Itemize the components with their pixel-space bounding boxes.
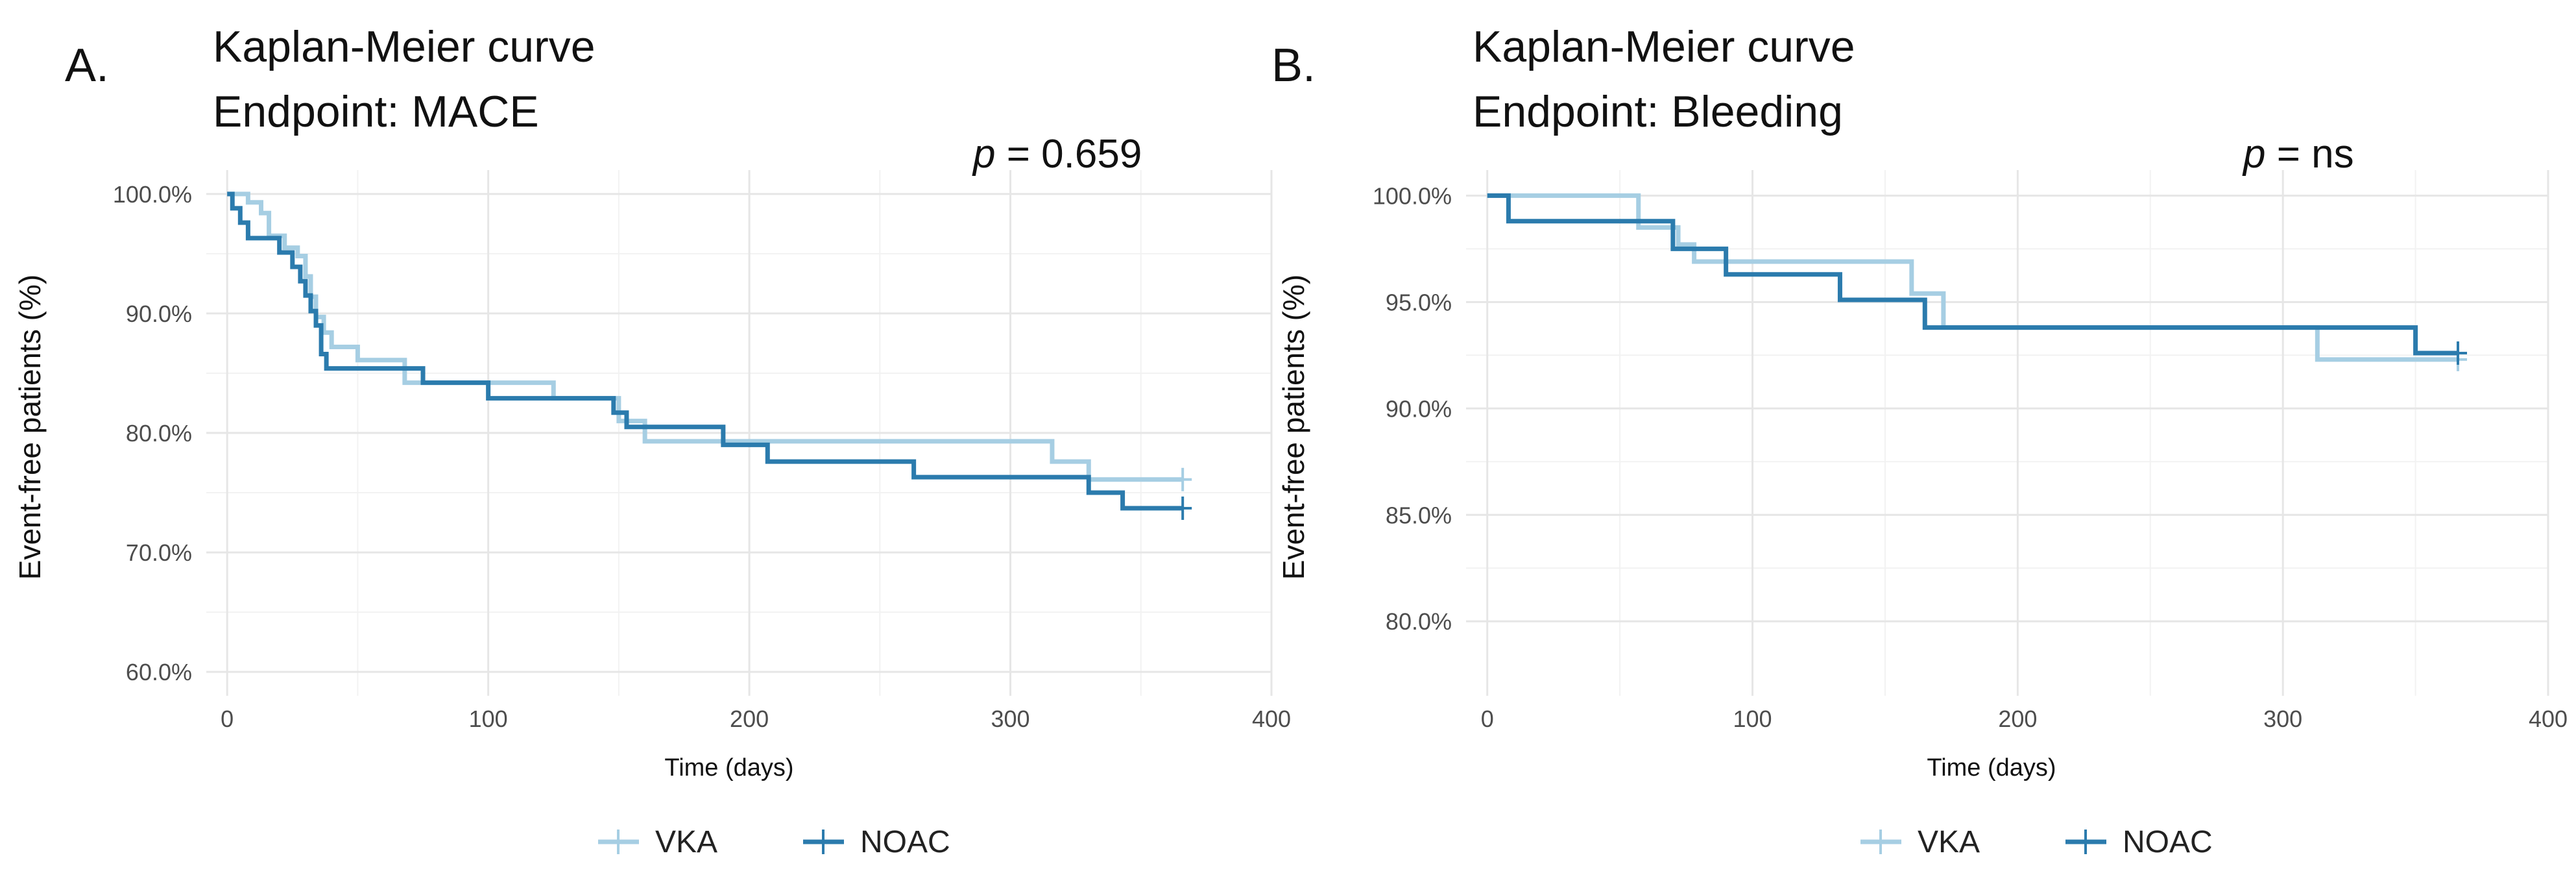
panel-a: A. Kaplan-Meier curve Endpoint: MACE p =… (13, 22, 1291, 859)
p-value-text: = ns (2265, 132, 2353, 177)
p-value: p = 0.659 (972, 132, 1142, 177)
y-tick-label: 60.0% (126, 659, 192, 685)
chart-title-line2: Endpoint: MACE (213, 87, 539, 136)
legend-label-vka: VKA (1918, 825, 1980, 859)
y-tick-labels: 80.0% 85.0% 90.0% 95.0% 100.0% (1373, 182, 1452, 635)
gridlines (1466, 170, 2549, 696)
legend-label-vka: VKA (655, 825, 717, 859)
panel-b: B. Kaplan-Meier curve Endpoint: Bleeding… (1271, 22, 2568, 859)
series-line-vka (227, 191, 1183, 482)
y-tick-label: 90.0% (126, 301, 192, 327)
x-tick-label: 0 (221, 706, 234, 732)
x-tick-label: 300 (991, 706, 1030, 732)
p-symbol: p (2242, 132, 2265, 177)
x-tick-label: 200 (1998, 706, 2037, 732)
y-tick-labels: 60.0% 70.0% 80.0% 90.0% 100.0% (113, 181, 192, 685)
panel-label: A. (65, 40, 109, 92)
chart-title-line2: Endpoint: Bleeding (1473, 87, 1843, 136)
y-axis-title: Event-free patients (%) (13, 275, 47, 580)
x-tick-label: 400 (1252, 706, 1291, 732)
y-tick-label: 100.0% (113, 181, 192, 208)
y-tick-label: 95.0% (1386, 289, 1452, 315)
series-group (227, 191, 1192, 520)
legend-label-noac: NOAC (860, 825, 950, 859)
y-tick-label: 80.0% (126, 420, 192, 447)
x-tick-label: 0 (1481, 706, 1494, 732)
series-line-noac (227, 191, 1183, 511)
x-axis-title: Time (days) (664, 754, 793, 781)
x-tick-label: 100 (469, 706, 508, 732)
p-value-text: = 0.659 (995, 132, 1142, 177)
legend: VKA NOAC (598, 825, 950, 859)
y-tick-label: 100.0% (1373, 182, 1452, 209)
x-tick-label: 100 (1733, 706, 1772, 732)
x-axis-title: Time (days) (1927, 754, 2056, 781)
x-tick-labels: 0 100 200 300 400 (221, 706, 1291, 732)
y-tick-label: 90.0% (1386, 395, 1452, 422)
chart-title-line1: Kaplan-Meier curve (1473, 22, 1855, 71)
series-line-noac (1487, 193, 2458, 356)
gridlines (206, 170, 1273, 696)
x-tick-label: 300 (2263, 706, 2302, 732)
x-tick-label: 400 (2529, 706, 2568, 732)
panel-label: B. (1271, 40, 1316, 92)
series-group (1487, 193, 2467, 371)
chart-title-line1: Kaplan-Meier curve (213, 22, 596, 71)
y-axis-title: Event-free patients (%) (1277, 275, 1310, 580)
y-tick-label: 70.0% (126, 539, 192, 566)
y-tick-label: 80.0% (1386, 608, 1452, 635)
p-value: p = ns (2242, 132, 2354, 177)
x-tick-label: 200 (730, 706, 769, 732)
legend: VKA NOAC (1860, 825, 2213, 859)
y-tick-label: 85.0% (1386, 502, 1452, 528)
p-symbol: p (972, 132, 995, 177)
legend-label-noac: NOAC (2123, 825, 2213, 859)
x-tick-labels: 0 100 200 300 400 (1481, 706, 2568, 732)
